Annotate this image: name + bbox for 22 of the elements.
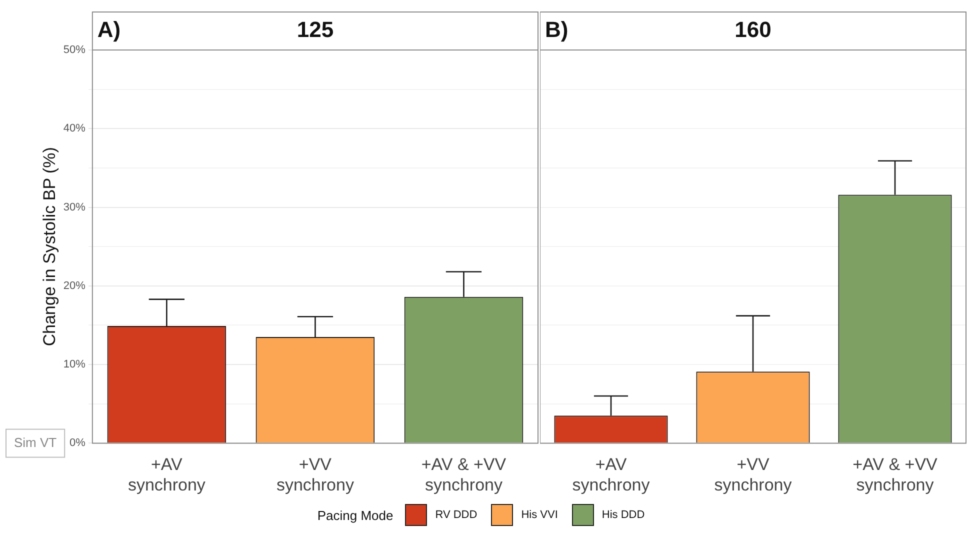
text: Sim VT — [14, 434, 57, 450]
chart-title: 160 — [734, 17, 772, 42]
x-tick-label: +VV synchrony — [714, 455, 792, 494]
y-tick-label: 40% — [63, 122, 86, 135]
x-tick-label: +AV & +VV synchrony — [852, 455, 938, 494]
legend-title: Pacing Mode — [317, 508, 394, 522]
y-tick-label: 20% — [63, 280, 86, 292]
x-tick-label: +AV synchrony — [128, 455, 206, 494]
legend-label: His DDD — [602, 509, 645, 521]
text: B) — [545, 17, 568, 42]
y-tick-label: 0% — [70, 437, 86, 450]
y-tick-label: 30% — [63, 201, 86, 214]
text: A) — [97, 17, 121, 42]
chart-title: 125 — [296, 17, 334, 42]
y-tick-label: 50% — [63, 44, 86, 56]
y-axis-title: Change in Systolic BP (%) — [40, 147, 59, 346]
legend-label: RV DDD — [435, 509, 478, 521]
x-tick-label: +AV synchrony — [572, 455, 650, 494]
y-tick-label: 10% — [63, 358, 86, 371]
legend-label: His VVI — [521, 509, 558, 521]
x-tick-label: +AV & +VV synchrony — [421, 455, 507, 494]
x-tick-label: +VV synchrony — [276, 455, 354, 494]
